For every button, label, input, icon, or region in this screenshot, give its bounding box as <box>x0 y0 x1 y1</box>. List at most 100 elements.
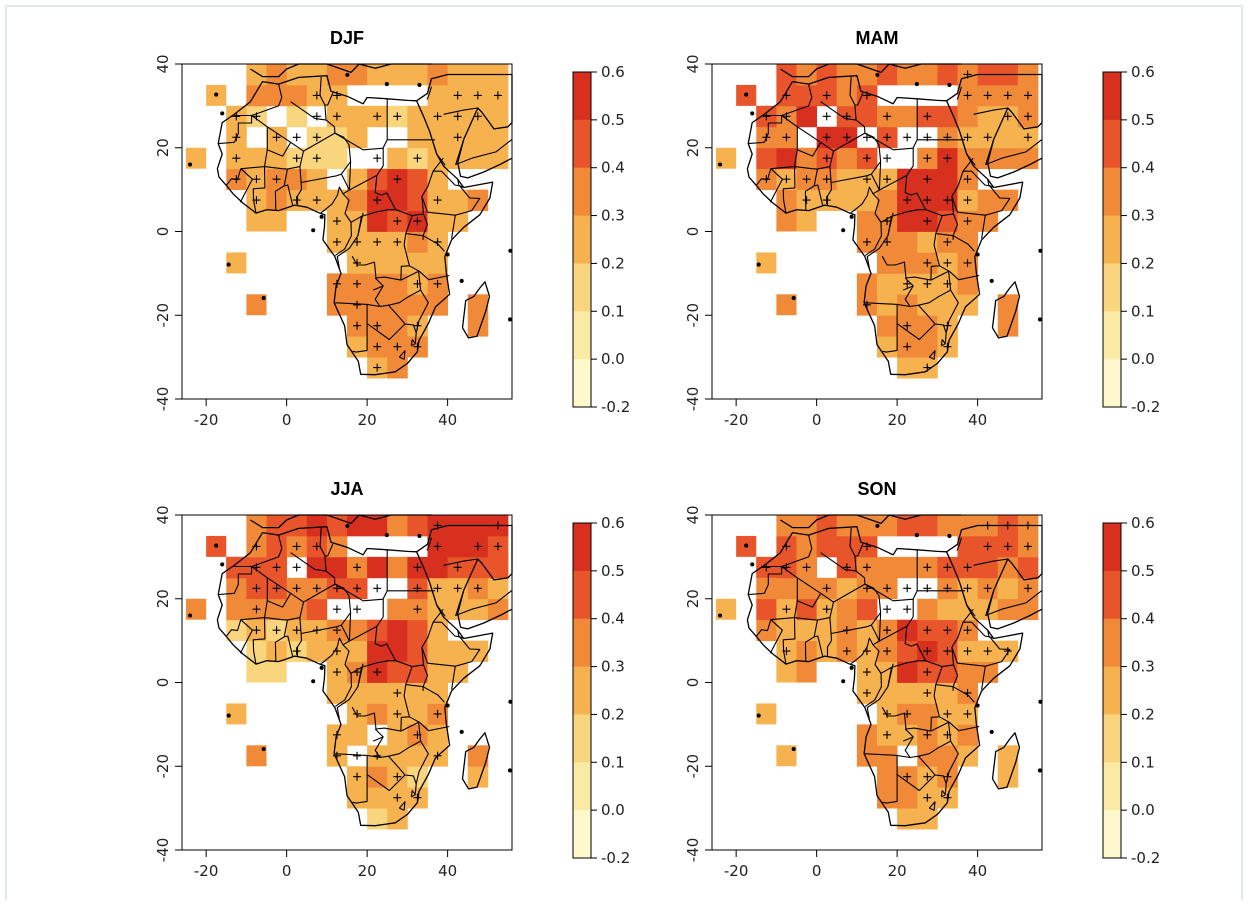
map-panel-mam: MAM -20 0 20 40 -40 -20 0 20 40 0.6 0.5 0.4 0.3 0.2 0.1… <box>657 19 1217 459</box>
y-tick-label: -20 <box>684 754 702 779</box>
grid-cell <box>367 682 388 704</box>
country-border <box>782 166 796 214</box>
island-dot <box>1037 768 1043 773</box>
y-tick-label: 20 <box>684 138 702 157</box>
grid-cell <box>877 787 898 809</box>
country-border <box>239 168 253 203</box>
plus-marker <box>963 563 972 572</box>
grid-cell <box>836 535 858 558</box>
grid-cell <box>977 210 999 232</box>
plus-marker <box>1023 584 1032 593</box>
colorbar-label: 0.3 <box>601 207 625 225</box>
arabia-coastline <box>946 73 1043 179</box>
x-axis: -20 0 20 40 <box>724 850 987 880</box>
country-border <box>398 350 406 360</box>
plus-marker <box>373 154 382 163</box>
country-border <box>388 270 422 306</box>
plus-marker <box>332 237 341 246</box>
africa-coastline <box>746 75 1024 376</box>
island-dot <box>756 262 761 267</box>
grid-cell <box>917 231 938 253</box>
grid-cells <box>186 515 509 830</box>
country-border <box>455 589 513 617</box>
plus-marker <box>252 584 261 593</box>
country-border <box>366 774 417 794</box>
plus-marker <box>353 772 362 781</box>
grid-cell <box>776 577 797 600</box>
plus-marker <box>883 154 892 163</box>
country-border <box>267 142 292 157</box>
island-dot <box>226 713 231 718</box>
plus-marker <box>292 154 301 163</box>
colorbar-bin <box>573 215 591 264</box>
colorbar: 0.6 0.5 0.4 0.3 0.2 0.1 0.0 -0.2 <box>572 63 630 416</box>
grid-cell <box>467 745 489 767</box>
country-border <box>421 196 429 213</box>
country-border <box>945 740 959 784</box>
country-border <box>864 549 918 602</box>
island-dot <box>849 214 854 219</box>
grid-cell <box>957 105 979 128</box>
colorbar-label: 0.0 <box>601 350 625 368</box>
country-border <box>334 302 389 308</box>
plus-marker <box>822 175 831 184</box>
grid-cell <box>226 252 247 274</box>
plus-marker <box>252 175 261 184</box>
grid-cell <box>266 64 288 86</box>
grid-cell <box>467 556 489 579</box>
colorbar-bin <box>573 311 591 360</box>
country-border <box>225 168 242 186</box>
grid-cell <box>957 535 979 558</box>
plus-marker <box>862 668 871 677</box>
plus-marker <box>762 563 771 572</box>
grid-cell <box>897 619 918 642</box>
colorbar-label: 0.0 <box>601 801 625 819</box>
country-border <box>748 565 783 596</box>
grid-cell <box>796 661 817 683</box>
country-border <box>334 98 388 151</box>
grid-cell <box>286 84 308 107</box>
colorbar-label: 0.4 <box>601 610 625 628</box>
country-border <box>433 170 481 216</box>
country-border <box>849 527 866 585</box>
country-border <box>405 684 424 691</box>
y-tick-label: -40 <box>154 387 172 412</box>
colorbar-label: 0.2 <box>601 705 625 723</box>
grid-cell <box>326 126 348 149</box>
panel-title: SON <box>857 479 896 499</box>
grid-cell <box>407 703 428 725</box>
plus-marker <box>312 196 321 205</box>
plus-marker <box>393 217 402 226</box>
country-border <box>864 213 882 256</box>
x-tick-label: 40 <box>968 862 987 880</box>
island-dot <box>875 72 880 77</box>
plus-marker <box>493 542 502 551</box>
plus-marker <box>353 300 362 309</box>
grid-cell <box>387 556 408 579</box>
island-dot <box>750 562 755 567</box>
country-border <box>274 636 285 662</box>
island-dot <box>508 248 513 253</box>
country-border <box>956 537 963 551</box>
colorbar-frame <box>1102 71 1122 408</box>
plus-marker <box>883 647 892 656</box>
grid-cell <box>286 105 308 128</box>
grid-cell <box>816 535 838 558</box>
colorbar-bin <box>1103 311 1121 360</box>
plus-marker <box>433 542 442 551</box>
country-border <box>334 664 352 707</box>
island-dot <box>875 523 880 528</box>
plus-marker <box>903 584 912 593</box>
grid-cell <box>836 147 858 170</box>
grid-cell <box>756 703 777 725</box>
colorbar-label: -0.2 <box>1131 398 1160 416</box>
plus-marker <box>883 709 892 718</box>
plus-marker <box>923 730 932 739</box>
plus-marker <box>903 342 912 351</box>
panel-title: JJA <box>330 479 363 499</box>
country-border <box>388 304 406 325</box>
grid-cell <box>427 640 449 662</box>
grid-cell <box>977 105 999 128</box>
country-border <box>957 662 986 690</box>
colorbar-bin <box>573 762 591 811</box>
